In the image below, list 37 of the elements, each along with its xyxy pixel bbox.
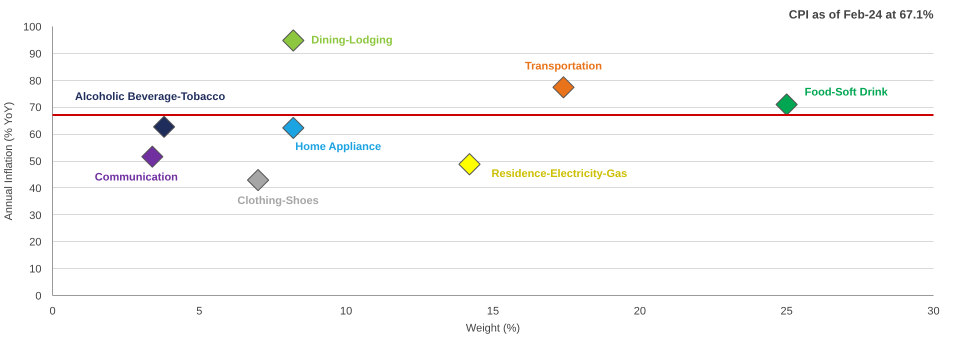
x-tick-label: 15 (486, 306, 500, 318)
y-tick-label: 60 (29, 129, 42, 142)
point (776, 93, 798, 116)
chart-title: CPI as of Feb-24 at 67.1% (788, 8, 934, 22)
point (246, 168, 270, 192)
y-tick-label: 80 (29, 75, 42, 88)
point (282, 116, 304, 140)
series-label: Transportation (524, 60, 602, 72)
y-tick-label: 40 (29, 182, 42, 195)
point (282, 29, 304, 52)
y-tick-label: 30 (29, 210, 42, 222)
point (458, 153, 481, 176)
y-tick-label: 90 (29, 48, 42, 60)
y-tick-label: 20 (29, 236, 42, 249)
text: Alcoholic Beverage-Tobacco (75, 90, 226, 103)
y-tick-label: 0 (35, 290, 42, 302)
x-tick-label: 20 (634, 306, 646, 318)
y-tick-label: 70 (29, 102, 42, 114)
series-label: Clothing-Shoes (237, 195, 319, 208)
x-tick-label: 25 (780, 306, 793, 318)
y-tick-label: 100 (23, 22, 42, 34)
y-axis-title: Annual Inflation (% YoY) (3, 102, 16, 220)
x-tick-label: 10 (340, 306, 352, 318)
series-label: Food-Soft Drink (804, 86, 889, 99)
point (152, 116, 176, 138)
y-tick-label: 10 (29, 264, 42, 276)
x-tick-label: 0 (49, 306, 56, 318)
x-tick-label: 5 (196, 306, 202, 318)
series-label: Dining-Lodging (311, 34, 393, 46)
point (141, 146, 164, 168)
point (552, 76, 575, 98)
x-axis-title: Weight (%) (466, 322, 520, 334)
series-label: Communication (94, 172, 178, 184)
y-tick-label: 50 (29, 156, 42, 168)
series-label: Home Appliance (295, 140, 382, 153)
x-tick-label: 30 (927, 306, 940, 318)
series-label: Residence-Electricity-Gas (492, 168, 628, 180)
